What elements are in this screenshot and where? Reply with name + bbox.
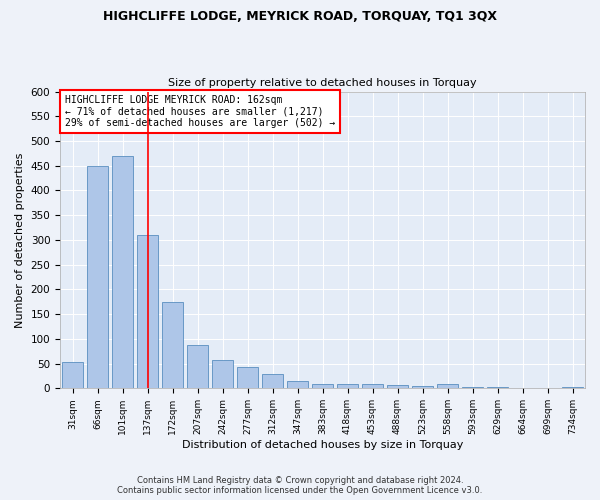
Bar [237,367,258,388]
Bar [387,386,408,388]
Bar [412,386,433,388]
Bar [112,156,133,388]
Bar [287,381,308,388]
Bar [337,384,358,388]
Bar [262,374,283,388]
Bar [437,384,458,388]
Text: HIGHCLIFFE LODGE MEYRICK ROAD: 162sqm
← 71% of detached houses are smaller (1,21: HIGHCLIFFE LODGE MEYRICK ROAD: 162sqm ← … [65,94,335,128]
Title: Size of property relative to detached houses in Torquay: Size of property relative to detached ho… [168,78,477,88]
Bar [212,360,233,388]
Text: HIGHCLIFFE LODGE, MEYRICK ROAD, TORQUAY, TQ1 3QX: HIGHCLIFFE LODGE, MEYRICK ROAD, TORQUAY,… [103,10,497,23]
Y-axis label: Number of detached properties: Number of detached properties [15,152,25,328]
X-axis label: Distribution of detached houses by size in Torquay: Distribution of detached houses by size … [182,440,463,450]
Bar [187,345,208,389]
Bar [137,235,158,388]
Bar [312,384,333,388]
Text: Contains HM Land Registry data © Crown copyright and database right 2024.
Contai: Contains HM Land Registry data © Crown c… [118,476,482,495]
Bar [87,166,108,388]
Bar [62,362,83,388]
Bar [162,302,183,388]
Bar [562,387,583,388]
Bar [362,384,383,388]
